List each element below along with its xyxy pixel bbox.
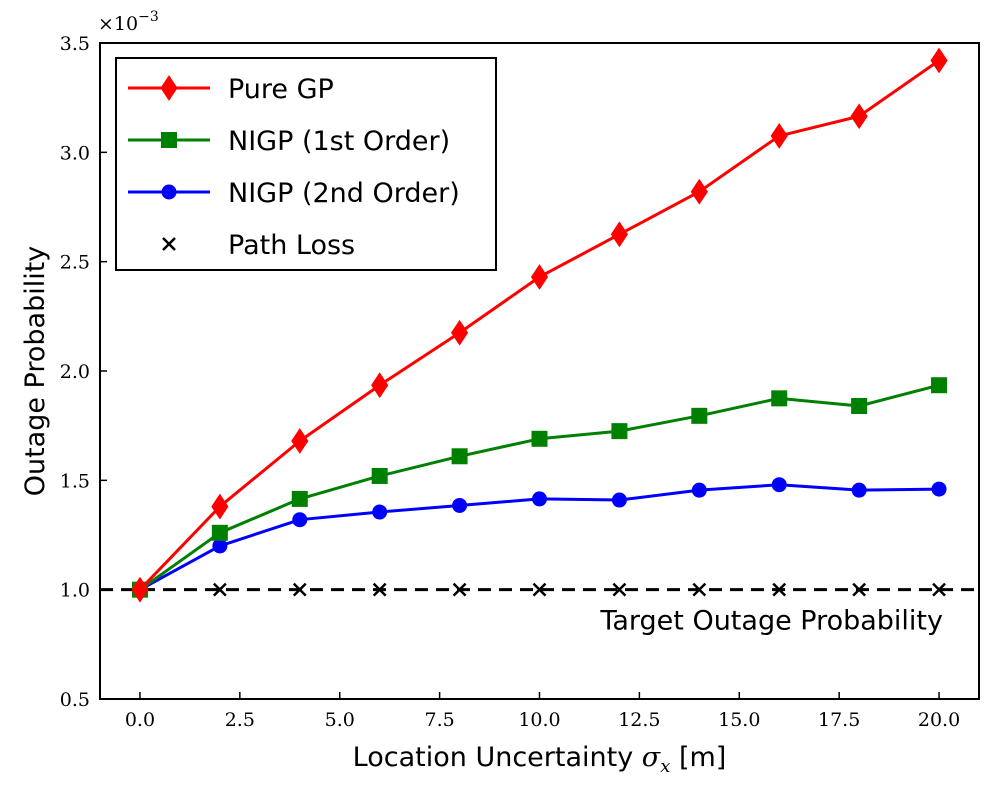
- legend-marker-nigp-1st-order: [161, 132, 177, 148]
- data-point-path-loss: [452, 582, 467, 597]
- data-point-nigp-1st-order: [451, 448, 468, 465]
- data-point-nigp-2nd-order: [771, 477, 787, 493]
- data-point-nigp-2nd-order: [931, 481, 947, 497]
- data-point-path-loss: [932, 582, 946, 597]
- x-marker-stroke: [452, 582, 467, 597]
- data-point-nigp-2nd-order: [532, 491, 547, 507]
- data-point-pure-gp: [690, 178, 708, 205]
- data-point-nigp-2nd-order: [212, 538, 228, 554]
- legend-label-pure-gp: Pure GP: [228, 74, 334, 105]
- data-point-path-loss: [292, 582, 307, 597]
- data-point-nigp-1st-order: [611, 423, 628, 440]
- data-point-nigp-1st-order: [371, 467, 388, 484]
- data-point-path-loss: [372, 582, 387, 597]
- x-tick-label: 5.0: [325, 709, 355, 731]
- data-point-nigp-2nd-order: [292, 512, 308, 528]
- data-point-nigp-2nd-order: [611, 492, 627, 508]
- data-point-pure-gp: [770, 123, 788, 149]
- data-point-nigp-1st-order: [531, 430, 548, 447]
- x-tick-label: 7.5: [425, 709, 455, 731]
- data-point-path-loss: [532, 582, 547, 597]
- x-marker-stroke: [692, 582, 707, 597]
- y-tick-label: 1.5: [60, 470, 90, 492]
- x-axis-label-subscript: x: [660, 756, 670, 777]
- y-tick-label: 2.5: [60, 252, 90, 274]
- x-axis-label-symbol: σ: [642, 742, 662, 773]
- data-point-pure-gp: [291, 428, 309, 454]
- legend-label-path-loss: Path Loss: [228, 230, 355, 261]
- x-tick-label: 10.0: [518, 709, 560, 731]
- legend-marker-path-loss: [162, 237, 176, 251]
- data-point-pure-gp: [371, 372, 389, 399]
- x-marker-stroke: [532, 582, 547, 597]
- legend-label-nigp-1st-order: NIGP (1st Order): [228, 126, 450, 157]
- x-tick-label: 2.5: [225, 709, 255, 731]
- y-tick-label: 0.5: [60, 689, 90, 711]
- y-axis-label: Outage Probability: [20, 246, 51, 497]
- data-point-pure-gp: [930, 47, 948, 74]
- multiplier-base: ×10: [98, 13, 138, 35]
- target-reference-label: Target Outage Probability: [599, 606, 943, 637]
- x-axis-label-text: Location Uncertainty: [353, 742, 642, 773]
- legend-label-nigp-2nd-order: NIGP (2nd Order): [228, 178, 460, 209]
- legend-marker-pure-gp: [160, 75, 178, 101]
- x-tick-label: 20.0: [918, 709, 960, 731]
- data-point-nigp-1st-order: [851, 397, 868, 414]
- y-tick-label: 2.0: [60, 361, 90, 383]
- y-tick-label: 3.5: [60, 33, 90, 55]
- multiplier-exponent: −3: [138, 9, 159, 25]
- x-marker-stroke: [162, 237, 176, 251]
- x-marker-stroke: [612, 582, 627, 597]
- legend-box: [115, 57, 497, 271]
- data-point-pure-gp: [610, 221, 629, 248]
- data-point-nigp-2nd-order: [372, 504, 388, 520]
- data-point-nigp-1st-order: [291, 490, 308, 507]
- x-axis-label-unit: [m]: [670, 742, 726, 773]
- data-point-pure-gp: [131, 576, 149, 603]
- data-point-nigp-1st-order: [771, 390, 788, 407]
- data-point-nigp-2nd-order: [851, 482, 867, 498]
- data-point-path-loss: [212, 582, 227, 597]
- x-marker-stroke: [212, 582, 227, 597]
- x-marker-stroke: [292, 582, 307, 597]
- data-point-nigp-2nd-order: [452, 497, 468, 513]
- data-point-path-loss: [692, 582, 707, 597]
- x-marker-stroke: [372, 582, 387, 597]
- x-tick-label: 0.0: [125, 709, 155, 731]
- legend-marker-nigp-2nd-order: [161, 184, 177, 200]
- x-tick-label: 15.0: [718, 709, 760, 731]
- x-tick-label: 17.5: [818, 709, 860, 731]
- data-point-path-loss: [772, 582, 787, 597]
- data-point-path-loss: [612, 582, 627, 597]
- x-marker-stroke: [852, 582, 867, 597]
- data-point-nigp-1st-order: [691, 407, 708, 424]
- data-point-path-loss: [852, 582, 867, 597]
- x-marker-stroke: [772, 582, 787, 597]
- data-point-pure-gp: [530, 264, 549, 290]
- data-point-pure-gp: [211, 493, 229, 520]
- x-axis-label: Location Uncertainty σx [m]: [353, 742, 727, 777]
- y-tick-label: 3.0: [60, 142, 90, 164]
- y-tick-label: 1.0: [60, 580, 90, 602]
- y-axis-multiplier: ×10−3: [98, 9, 159, 35]
- data-point-nigp-2nd-order: [691, 482, 707, 498]
- data-point-pure-gp: [850, 103, 868, 130]
- x-tick-label: 12.5: [618, 709, 660, 731]
- data-point-nigp-1st-order: [931, 377, 948, 394]
- x-marker-stroke: [932, 582, 946, 597]
- data-point-nigp-1st-order: [211, 524, 228, 541]
- data-point-pure-gp: [450, 319, 469, 346]
